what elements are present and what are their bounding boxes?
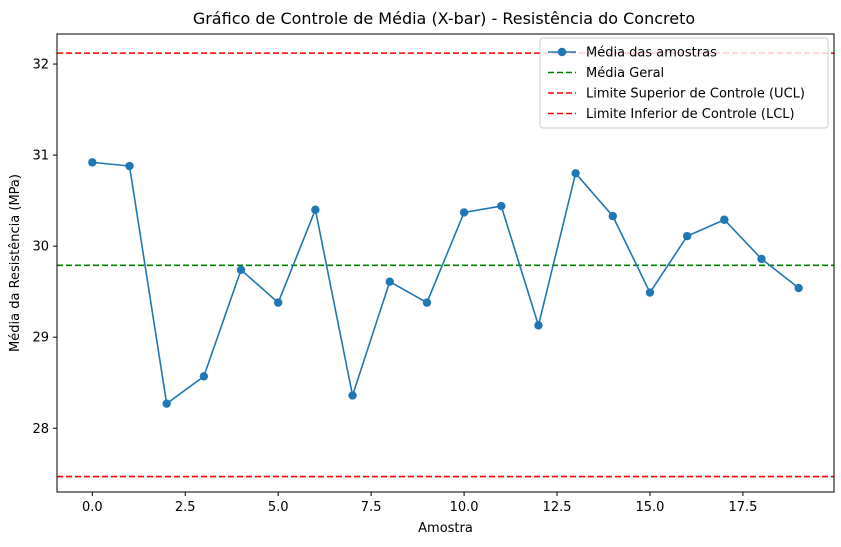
legend-entry-mean-label: Média Geral <box>586 66 664 81</box>
x-tick-label: 5.0 <box>268 500 289 515</box>
plot-marks <box>57 52 834 478</box>
x-tick-label: 0.0 <box>82 500 103 515</box>
series-line <box>92 161 800 406</box>
plot-frame <box>56 33 835 493</box>
y-axis-title: Média da Resistência (MPa) <box>8 174 23 352</box>
data-point <box>125 161 134 171</box>
data-point <box>162 399 171 408</box>
data-point <box>88 158 97 167</box>
y-tick-label: 29 <box>32 331 49 346</box>
data-point <box>274 298 283 307</box>
chart-title: Gráfico de Controle de Média (X-bar) - R… <box>193 9 695 28</box>
x-axis-title: Amostra <box>418 521 473 536</box>
x-tick-label: 10.0 <box>450 500 479 515</box>
data-point <box>720 215 729 224</box>
data-point <box>459 208 469 217</box>
y-tick-label: 30 <box>32 240 49 255</box>
data-point <box>385 277 394 286</box>
legend: Média das amostras Média Geral Limite Supe… <box>539 37 829 129</box>
data-point <box>422 298 432 307</box>
legend-entry-samples-marker <box>557 47 567 57</box>
data-point <box>571 169 580 178</box>
data-point <box>311 205 320 214</box>
y-tick-label: 28 <box>32 422 49 437</box>
x-tick-label: 12.5 <box>543 500 572 515</box>
legend-box <box>539 37 829 129</box>
data-point <box>534 321 543 330</box>
legend-entry-lcl-label: Limite Inferior de Controle (LCL) <box>586 107 795 122</box>
data-point <box>757 254 766 264</box>
data-point <box>794 283 803 293</box>
x-tick-label: 7.5 <box>361 500 382 515</box>
data-point <box>608 211 617 221</box>
data-point <box>348 391 357 400</box>
x-tick-label: 17.5 <box>728 500 757 515</box>
y-tick-label: 32 <box>32 58 49 73</box>
data-point <box>645 288 655 297</box>
x-tick-label: 15.0 <box>635 500 664 515</box>
legend-entry-samples-label: Média das amostras <box>586 46 717 61</box>
legend-entry-ucl-label: Limite Superior de Controle (UCL) <box>586 87 805 102</box>
data-point <box>236 265 246 275</box>
axis-ticks: 0.0 2.5 5.0 7.5 10.0 12.5 15.0 17.5 28 29 30 31 32 <box>32 58 757 515</box>
data-point <box>682 231 692 241</box>
data-point <box>199 372 209 381</box>
y-tick-label: 31 <box>32 149 49 164</box>
x-tick-label: 2.5 <box>175 500 196 515</box>
data-point <box>497 201 506 211</box>
